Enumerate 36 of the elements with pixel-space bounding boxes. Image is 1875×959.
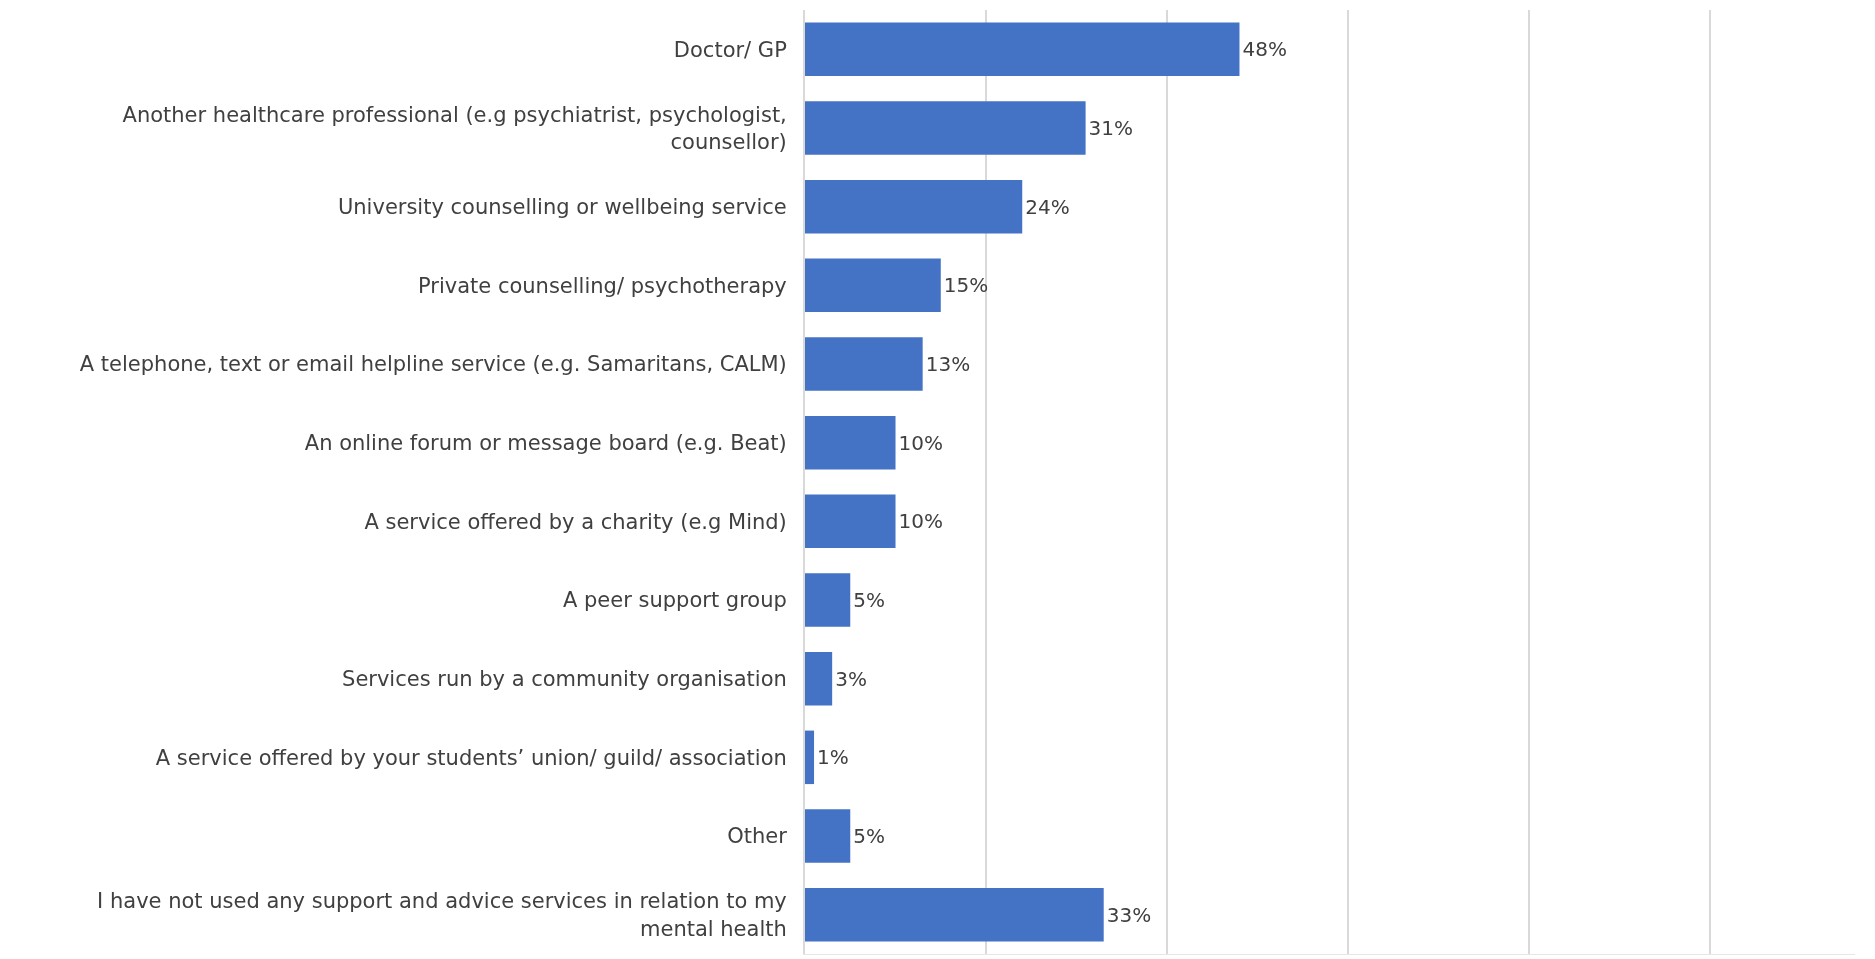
data-label: 5%: [853, 588, 885, 612]
bar: [805, 101, 1086, 155]
bar: [805, 22, 1240, 77]
y-tick-label: Other: [727, 824, 788, 849]
y-tick-label: Doctor/ GP: [673, 37, 787, 62]
data-label: 31%: [1088, 116, 1134, 140]
data-label: 15%: [943, 273, 989, 298]
y-tick-label: Private counselling/ psychotherapy: [418, 273, 787, 298]
y-tick-label: University counselling or wellbeing service: [337, 195, 787, 220]
bar: [805, 730, 815, 785]
y-tick-label: A service offered by your students’ union/ guild/ association: [155, 745, 787, 770]
y-tick-label: An online forum or message board (e.g. Beat): [304, 431, 787, 456]
bar: [805, 809, 851, 863]
data-label: 5%: [853, 824, 885, 848]
data-label: 3%: [835, 666, 867, 691]
bar: [805, 494, 896, 549]
data-label: 13%: [925, 352, 971, 376]
bar: [805, 337, 923, 391]
data-label: 33%: [1106, 902, 1152, 927]
y-tick-label: I have not used any support and advice services in relation to my mental health: [97, 889, 787, 941]
bar: [805, 573, 851, 627]
y-tick-label: Services run by a community organisation: [342, 667, 787, 692]
bar: [805, 887, 1104, 942]
bar: [805, 651, 833, 706]
data-label: 10%: [898, 509, 943, 534]
bar: [805, 179, 1023, 234]
y-tick-label: A peer support group: [562, 588, 787, 613]
data-label: 1%: [817, 745, 849, 770]
data-label: 48%: [1242, 37, 1287, 62]
y-tick-label: Another healthcare professional (e.g psychiatrist, psychologist, counsellor): [122, 102, 787, 154]
y-tick-label: A telephone, text or email helpline service (e.g. Samaritans, CALM): [79, 352, 787, 377]
data-label: 10%: [898, 430, 943, 455]
bar: [805, 258, 941, 313]
data-label: 24%: [1025, 194, 1070, 219]
bar: [805, 415, 896, 470]
y-tick-label: A service offered by a charity (e.g Mind): [364, 509, 787, 534]
